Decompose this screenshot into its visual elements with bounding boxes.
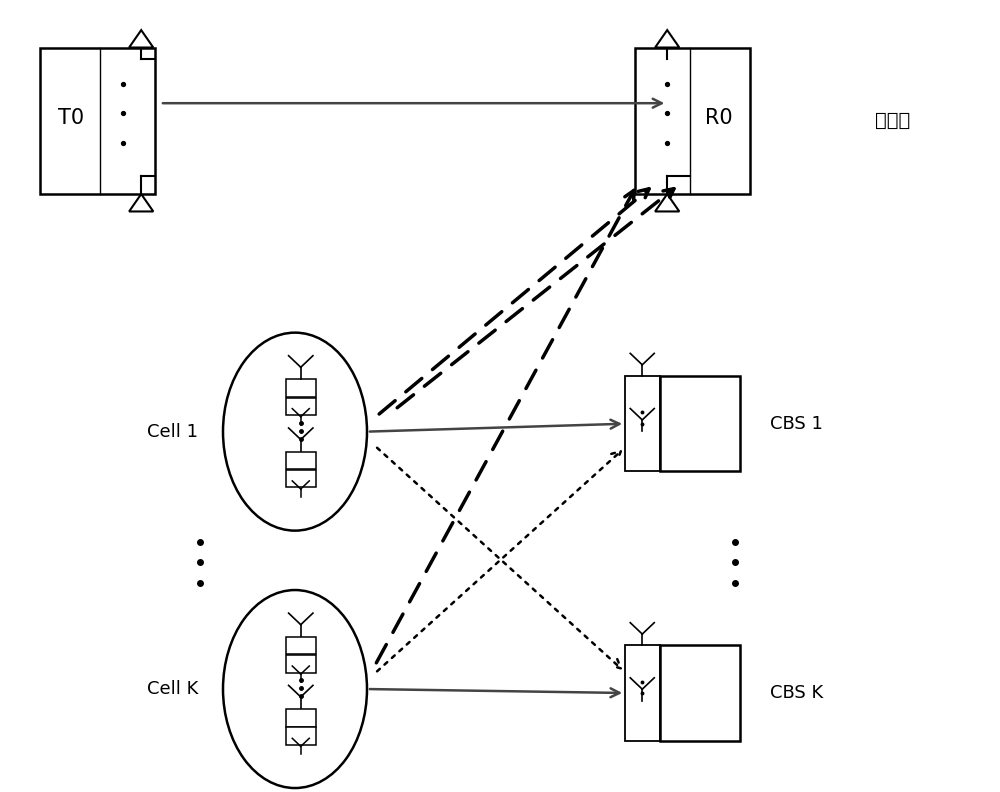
Bar [286, 709, 316, 727]
Text: Cell 1: Cell 1 [147, 423, 198, 440]
Bar [286, 379, 316, 397]
Text: 主用户: 主用户 [875, 112, 910, 130]
Bar [286, 637, 316, 654]
Text: CBS 1: CBS 1 [770, 415, 823, 432]
Bar [660, 645, 740, 741]
Bar [286, 398, 316, 415]
Bar [660, 376, 740, 471]
Bar [286, 727, 316, 744]
Text: Cell K: Cell K [147, 680, 198, 698]
Bar [286, 451, 316, 469]
Text: CBS K: CBS K [770, 684, 823, 702]
Bar [625, 645, 660, 741]
Bar [40, 48, 155, 194]
Text: T0: T0 [58, 108, 84, 128]
Bar [635, 48, 750, 194]
Text: R0: R0 [705, 108, 733, 128]
Bar [286, 470, 316, 487]
Bar [625, 376, 660, 471]
Bar [286, 655, 316, 672]
